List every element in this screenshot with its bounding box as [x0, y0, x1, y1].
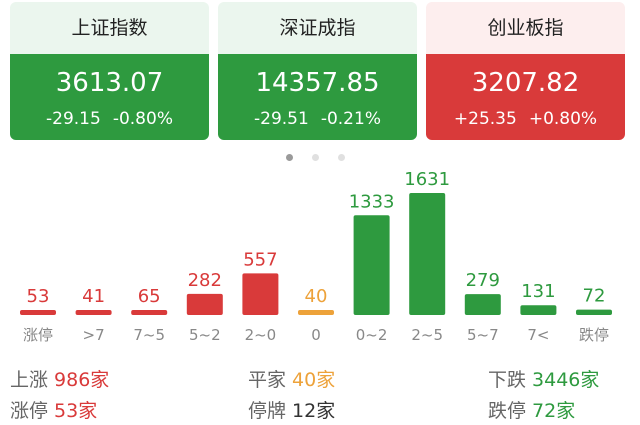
bar-value-label: 65: [138, 286, 161, 307]
stat-value: 72家: [532, 400, 576, 422]
bar-1[interactable]: [75, 310, 112, 315]
stat-label: 停牌: [248, 400, 287, 422]
index-value: 14357.85: [255, 68, 380, 98]
category-label: 跌停: [579, 326, 609, 344]
index-value: 3207.82: [471, 68, 580, 98]
index-card-shanghai[interactable]: 上证指数 3613.07 -29.15 -0.80%: [10, 2, 209, 140]
stat-up: 上涨 986家: [10, 365, 109, 392]
category-label: 0: [311, 326, 321, 344]
category-label: 涨停: [23, 326, 53, 344]
bar-value-label: 40: [305, 286, 328, 307]
stat-label: 涨停: [10, 400, 49, 422]
stat-down: 下跌 3446家: [488, 365, 599, 392]
bar-0[interactable]: [20, 310, 56, 315]
stat-label: 跌停: [488, 400, 527, 422]
bar-value-label: 131: [521, 281, 555, 302]
page-indicator: [0, 152, 640, 164]
bar-value-label: 279: [466, 270, 500, 291]
bar-value-label: 41: [82, 286, 105, 307]
bar-7[interactable]: [409, 193, 446, 315]
index-card-chinext[interactable]: 创业板指 3207.82 +25.35 +0.80%: [426, 2, 625, 140]
page-dot-active[interactable]: [286, 154, 293, 161]
category-label: >7: [83, 326, 105, 344]
stat-value: 40家: [292, 369, 336, 391]
chart-bars: 53 涨停 41 >7 65 7~5 282 5~2 557 2~0 40 0 1333 0~2 1631 2…: [20, 169, 612, 344]
bar-4[interactable]: [242, 273, 279, 315]
index-body: 14357.85 -29.51 -0.21%: [218, 54, 417, 140]
category-label: 2~5: [411, 326, 443, 344]
stat-label: 平家: [248, 369, 287, 391]
index-name: 上证指数: [10, 2, 209, 54]
index-name: 深证成指: [218, 2, 417, 54]
stat-value: 986家: [54, 369, 110, 391]
bar-value-label: 1333: [349, 191, 395, 212]
bar-2[interactable]: [131, 310, 168, 315]
stat-flat: 平家 40家: [248, 365, 335, 392]
bar-9[interactable]: [520, 305, 557, 315]
category-label: 7<: [527, 326, 549, 344]
index-change-pct: +0.80%: [528, 109, 598, 129]
index-change: -29.15: [46, 109, 101, 129]
bar-value-label: 557: [243, 249, 277, 270]
bar-value-label: 1631: [404, 169, 450, 190]
index-changes: -29.51 -0.21%: [218, 109, 417, 129]
page-dot[interactable]: [312, 154, 319, 161]
index-change-pct: -0.80%: [112, 109, 173, 129]
stat-label: 上涨: [10, 369, 49, 391]
index-body: 3207.82 +25.35 +0.80%: [426, 54, 625, 140]
bar-6[interactable]: [353, 215, 390, 315]
index-change: -29.51: [254, 109, 309, 129]
stat-limit-down: 跌停 72家: [488, 396, 575, 423]
index-change-pct: -0.21%: [320, 109, 381, 129]
bar-value-label: 282: [188, 270, 222, 291]
category-label: 0~2: [356, 326, 388, 344]
category-label: 5~7: [467, 326, 499, 344]
index-body: 3613.07 -29.15 -0.80%: [10, 54, 209, 140]
index-name: 创业板指: [426, 2, 625, 54]
category-label: 7~5: [133, 326, 165, 344]
category-label: 5~2: [189, 326, 221, 344]
bar-value-label: 53: [27, 286, 50, 307]
index-changes: +25.35 +0.80%: [426, 109, 625, 129]
bar-10[interactable]: [576, 309, 612, 315]
stat-value: 3446家: [532, 369, 600, 391]
index-cards: 上证指数 3613.07 -29.15 -0.80% 深证成指 14357.85 …: [0, 0, 640, 150]
index-changes: -29.15 -0.80%: [10, 109, 209, 129]
market-stats: 上涨 986家 涨停 53家 平家 40家 停牌 12家 下跌 3446家 跌停 72家: [0, 360, 640, 425]
stat-suspended: 停牌 12家: [248, 396, 335, 423]
bar-8[interactable]: [464, 294, 501, 315]
index-card-shenzhen[interactable]: 深证成指 14357.85 -29.51 -0.21%: [218, 2, 417, 140]
stat-label: 下跌: [488, 369, 527, 391]
stat-value: 53家: [54, 400, 98, 422]
page-dot[interactable]: [338, 154, 345, 161]
index-value: 3613.07: [55, 68, 164, 98]
index-change: +25.35: [453, 109, 517, 129]
category-label: 2~0: [245, 326, 277, 344]
distribution-chart: 53 涨停 41 >7 65 7~5 282 5~2 557 2~0 40 0 1333 0~2 1631 2…: [20, 169, 612, 344]
stat-limit-up: 涨停 53家: [10, 396, 97, 423]
bar-value-label: 72: [583, 286, 606, 307]
stat-value: 12家: [292, 400, 336, 422]
bar-3[interactable]: [186, 293, 223, 315]
bar-5[interactable]: [298, 310, 334, 315]
